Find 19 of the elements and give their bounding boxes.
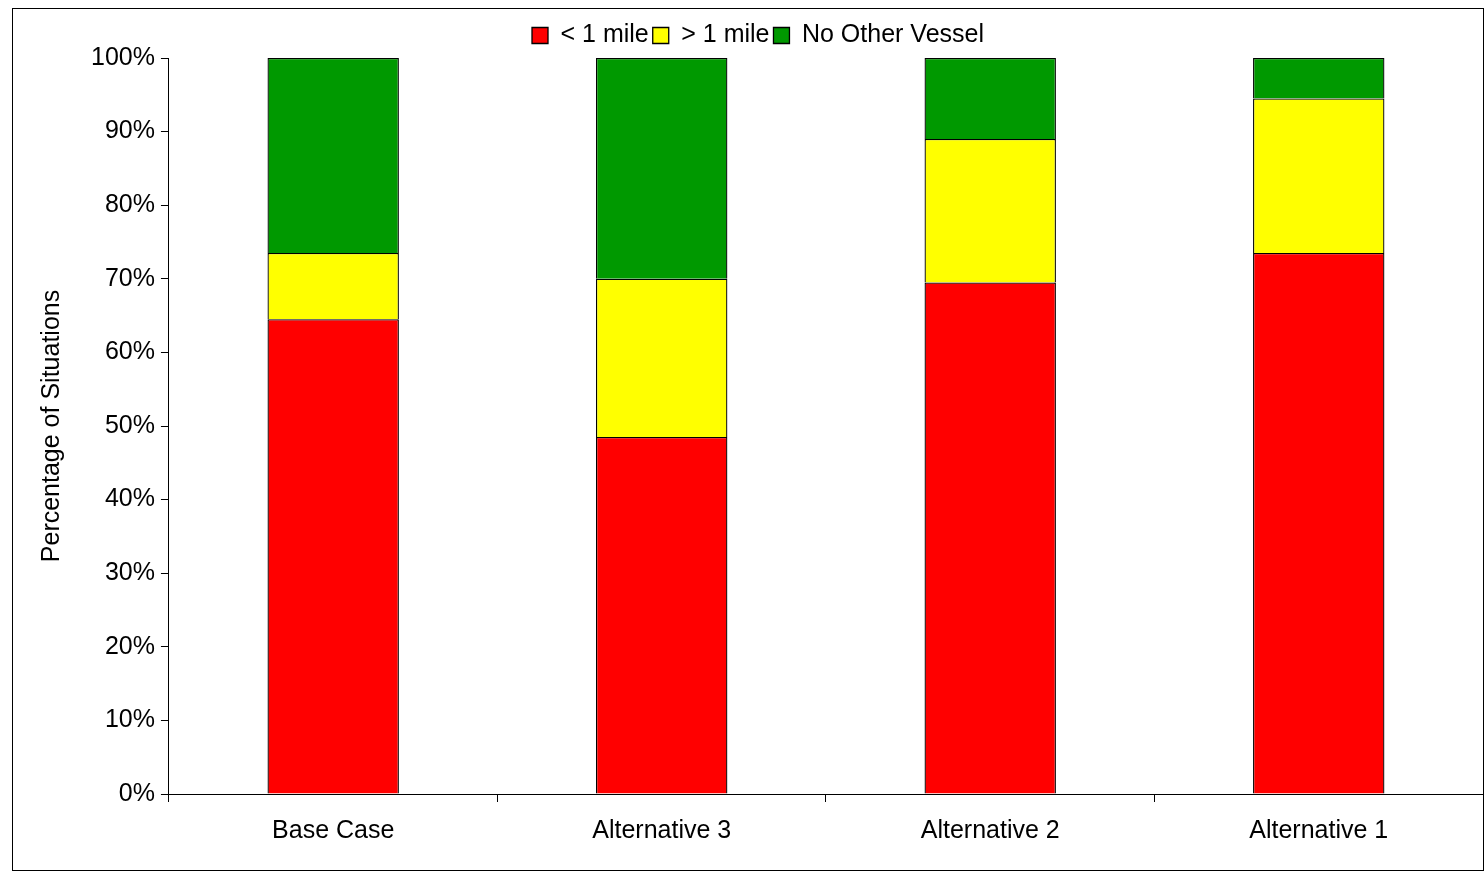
- y-tick-label: 10%: [104, 704, 155, 733]
- y-tick-label: 100%: [90, 41, 155, 70]
- y-tick-label: 50%: [104, 409, 155, 438]
- legend-label: No Other Vessel: [801, 19, 984, 48]
- legend-label: < 1 mile: [560, 19, 649, 48]
- y-tick-label: 20%: [104, 630, 155, 659]
- x-tick-label: Base Case: [272, 814, 395, 843]
- y-tick-label: 40%: [104, 483, 155, 512]
- x-tick-label: Alternative 1: [1249, 814, 1389, 843]
- y-tick-label: 60%: [104, 336, 155, 365]
- y-tick-label: 30%: [104, 557, 155, 586]
- y-tick-label: 70%: [104, 262, 155, 291]
- legend-label: > 1 mile: [681, 19, 770, 48]
- x-tick-label: Alternative 2: [920, 814, 1060, 843]
- y-tick-label: 0%: [118, 777, 155, 806]
- y-axis-title: Percentage of Situations: [35, 289, 64, 563]
- x-tick-label: Alternative 3: [592, 814, 732, 843]
- y-tick-label: 90%: [104, 115, 155, 144]
- y-tick-label: 80%: [104, 189, 155, 218]
